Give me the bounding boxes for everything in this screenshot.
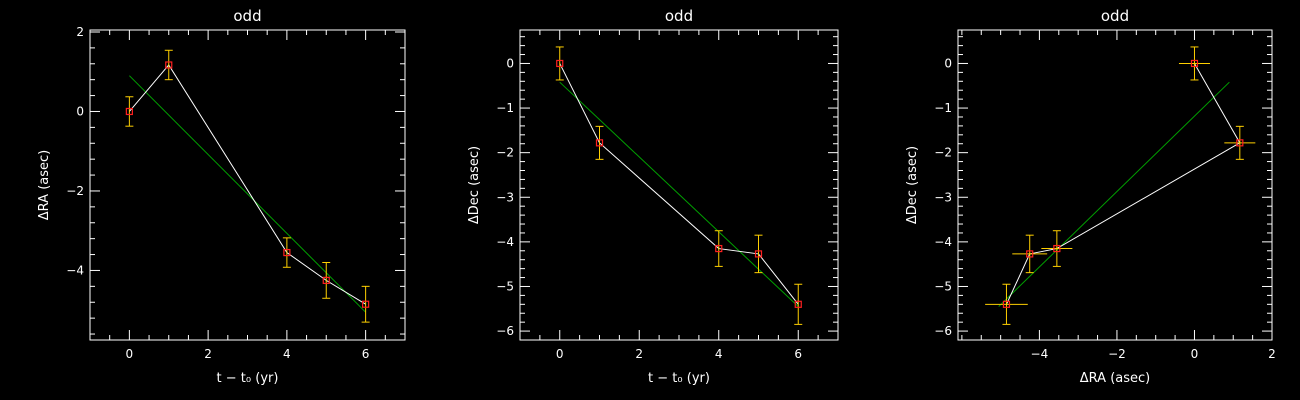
y-tick-label: −6 [934,324,952,338]
data-point [1236,139,1244,147]
y-tick-label: −2 [934,146,952,160]
data-line [128,64,366,305]
data-point [1002,300,1011,308]
data-point [1053,244,1061,253]
plot-frame [957,29,1273,341]
fit-line [998,81,1230,307]
x-tick-label: −4 [1031,347,1049,361]
y-tick-label: −1 [496,101,514,115]
chart-title: odd [1101,7,1129,25]
x-tick-label: 0 [126,347,134,361]
chart-title: odd [665,7,693,25]
y-tick-label: −3 [496,190,514,204]
y-tick-label: 0 [944,56,952,70]
y-tick-label: −6 [496,324,514,338]
data-point [283,248,291,257]
y-tick-label: 2 [76,25,84,39]
y-tick-label: −3 [934,190,952,204]
x-tick-label: 4 [283,347,291,361]
x-tick-label: 2 [635,347,643,361]
data-point [754,250,763,258]
y-axis-label: ΔRA (asec) [37,150,52,220]
y-tick-label: −2 [66,184,84,198]
data-point [794,300,802,308]
chart-title: odd [233,7,261,25]
x-axis-label: t − t₀ (yr) [217,371,279,386]
x-tick-label: 0 [556,347,564,361]
data-point [165,61,173,69]
panel-1: odd 0 2 4 6 −4 −2 0 2 t − t₀ (yr) ΔRA (asec) [37,7,406,386]
y-tick-label: −5 [496,279,514,293]
data-point [556,59,564,68]
x-tick-label: 6 [362,347,370,361]
panel-3: odd −4 −2 0 2 −6 −5 −4 −3 −2 −1 0 ΔRA (asec) ΔDec (as… [905,7,1276,386]
data-point [1026,250,1034,258]
y-tick-label: −2 [496,146,514,160]
data-point [715,244,723,253]
panel-2: odd 0 2 4 6 −6 −5 −4 −3 −2 −1 0 t − t₀ (yr) ΔDec (ase… [467,7,839,386]
y-tick-label: −1 [934,101,952,115]
y-tick-label: 0 [76,104,84,118]
x-tick-label: −2 [1108,347,1126,361]
y-axis-label: ΔDec (asec) [467,146,482,224]
data-point [595,139,604,147]
y-tick-label: −4 [934,235,952,249]
data-line [1006,63,1241,305]
data-point [362,300,370,308]
x-tick-label: 0 [1191,347,1199,361]
data-point [1190,59,1199,68]
x-axis-label: ΔRA (asec) [1080,371,1150,386]
x-tick-label: 2 [204,347,212,361]
data-point [322,276,330,284]
x-tick-label: 6 [794,347,802,361]
y-tick-label: −5 [934,279,952,293]
data-line [559,63,799,305]
x-axis-label: t − t₀ (yr) [648,371,710,386]
y-tick-label: 0 [506,56,514,70]
y-tick-label: −4 [66,263,84,277]
plot-frame [89,29,406,341]
y-axis-label: ΔDec (asec) [905,146,920,224]
data-point [125,107,133,116]
fit-line [129,75,366,313]
y-tick-label: −4 [496,235,514,249]
x-tick-label: 4 [715,347,723,361]
x-tick-label: 2 [1268,347,1276,361]
